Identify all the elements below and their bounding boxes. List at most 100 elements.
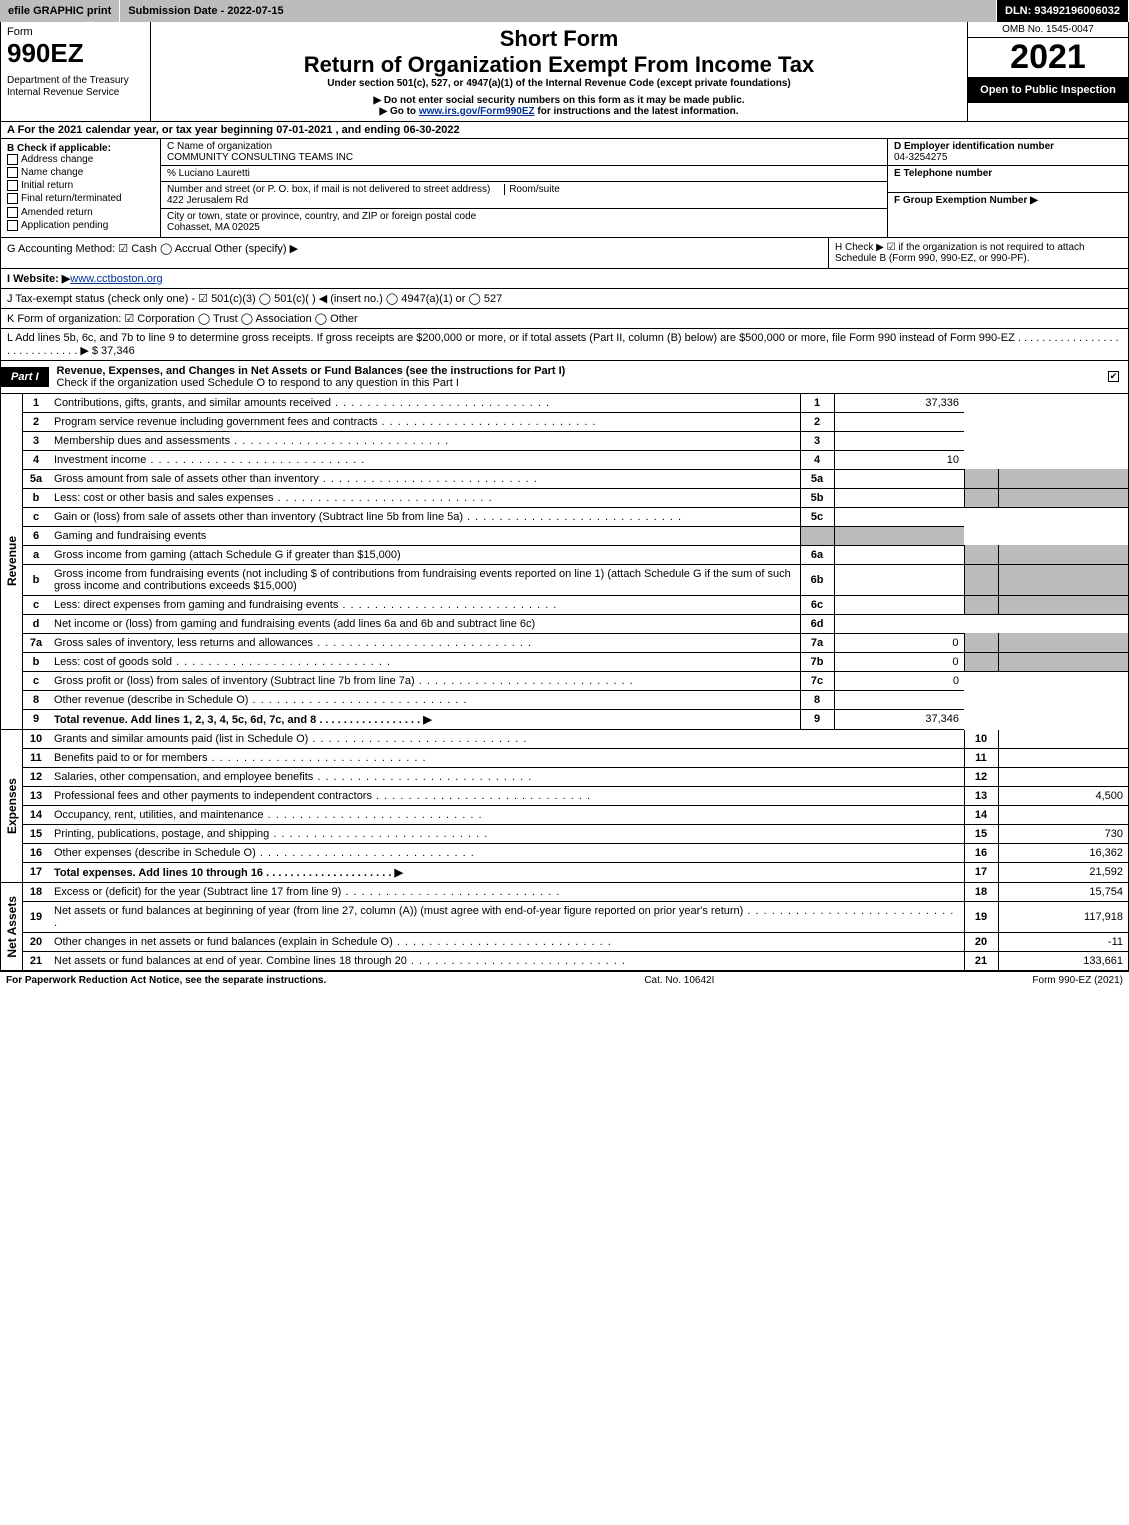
num-15: 15	[964, 824, 998, 843]
ln-6c: c	[23, 595, 49, 614]
form-title-block: Short Form Return of Organization Exempt…	[151, 22, 968, 121]
num-2: 2	[800, 412, 834, 431]
revenue-tab: Revenue	[1, 394, 23, 730]
val-13: 4,500	[998, 786, 1128, 805]
mini-6c: 6c	[800, 595, 834, 614]
form-label: Form	[7, 26, 144, 38]
form-header: Form 990EZ Department of the Treasury In…	[0, 22, 1129, 122]
chk-application-pending[interactable]: Application pending	[7, 220, 154, 231]
desc-4: Investment income	[49, 450, 800, 469]
ln-8: 8	[23, 690, 49, 709]
page-footer: For Paperwork Reduction Act Notice, see …	[0, 971, 1129, 989]
num-20: 20	[964, 932, 998, 951]
C-name: C Name of organization COMMUNITY CONSULT…	[161, 139, 887, 166]
ln-3: 3	[23, 431, 49, 450]
row-GH: G Accounting Method: ☑ Cash ◯ Accrual Ot…	[0, 238, 1129, 269]
title-main: Return of Organization Exempt From Incom…	[155, 52, 963, 78]
expenses-section: Expenses 10Grants and similar amounts pa…	[0, 730, 1129, 883]
val-16: 16,362	[998, 843, 1128, 862]
mval-5a	[834, 469, 964, 488]
desc-14: Occupancy, rent, utilities, and maintena…	[49, 805, 964, 824]
dln: DLN: 93492196006032	[997, 0, 1129, 22]
footer-form: Form 990-EZ (2021)	[1032, 975, 1123, 986]
row-K-orgform: K Form of organization: ☑ Corporation ◯ …	[0, 309, 1129, 329]
subtitle: Under section 501(c), 527, or 4947(a)(1)…	[155, 78, 963, 89]
ln-17: 17	[23, 862, 49, 882]
open-public-box: Open to Public Inspection	[968, 78, 1128, 103]
col-C-org: C Name of organization COMMUNITY CONSULT…	[161, 139, 888, 237]
E-phone: E Telephone number	[888, 166, 1128, 193]
ln-7a: 7a	[23, 633, 49, 652]
part1-checkbox[interactable]	[1102, 371, 1128, 383]
col-DEF: D Employer identification number 04-3254…	[888, 139, 1128, 237]
val-9: 37,346	[834, 709, 964, 729]
col-B-checkboxes: B Check if applicable: Address change Na…	[1, 139, 161, 237]
desc-21: Net assets or fund balances at end of ye…	[49, 951, 964, 970]
desc-9: Total revenue. Add lines 1, 2, 3, 4, 5c,…	[49, 709, 800, 729]
note2-post: for instructions and the latest informat…	[535, 106, 739, 117]
num-8: 8	[800, 690, 834, 709]
val-18: 15,754	[998, 883, 1128, 902]
val-17: 21,592	[998, 862, 1128, 882]
ln-18: 18	[23, 883, 49, 902]
ln-9: 9	[23, 709, 49, 729]
desc-13: Professional fees and other payments to …	[49, 786, 964, 805]
val-15: 730	[998, 824, 1128, 843]
num-18: 18	[964, 883, 998, 902]
chk-final-return[interactable]: Final return/terminated	[7, 193, 154, 204]
ln-2: 2	[23, 412, 49, 431]
val-21: 133,661	[998, 951, 1128, 970]
note2-pre: ▶ Go to	[379, 106, 418, 117]
footer-cat: Cat. No. 10642I	[326, 975, 1032, 986]
desc-8: Other revenue (describe in Schedule O)	[49, 690, 800, 709]
ln-1: 1	[23, 394, 49, 413]
num-19: 19	[964, 901, 998, 932]
dept-label: Department of the Treasury Internal Reve…	[7, 75, 144, 99]
desc-2: Program service revenue including govern…	[49, 412, 800, 431]
identity-grid: B Check if applicable: Address change Na…	[0, 139, 1129, 238]
desc-19: Net assets or fund balances at beginning…	[49, 901, 964, 932]
mini-7b: 7b	[800, 652, 834, 671]
part1-tag: Part I	[1, 367, 49, 387]
ln-12: 12	[23, 767, 49, 786]
num-4: 4	[800, 450, 834, 469]
desc-6b: Gross income from fundraising events (no…	[49, 564, 800, 595]
ln-4: 4	[23, 450, 49, 469]
row-J-status: J Tax-exempt status (check only one) - ☑…	[0, 289, 1129, 309]
ln-5a: 5a	[23, 469, 49, 488]
top-bar: efile GRAPHIC print Submission Date - 20…	[0, 0, 1129, 22]
ln-20: 20	[23, 932, 49, 951]
val-19: 117,918	[998, 901, 1128, 932]
title-short: Short Form	[155, 26, 963, 52]
num-12: 12	[964, 767, 998, 786]
submission-date: Submission Date - 2022-07-15	[120, 0, 997, 22]
val-8	[834, 690, 964, 709]
website-link[interactable]: www.cctboston.org	[70, 273, 162, 285]
chk-name-change[interactable]: Name change	[7, 167, 154, 178]
ln-6: 6	[23, 526, 49, 545]
netassets-tab: Net Assets	[1, 883, 23, 971]
num-3: 3	[800, 431, 834, 450]
ln-6d: d	[23, 614, 49, 633]
efile-print-button[interactable]: efile GRAPHIC print	[0, 0, 120, 22]
chk-amended-return[interactable]: Amended return	[7, 207, 154, 218]
desc-7a: Gross sales of inventory, less returns a…	[49, 633, 800, 652]
desc-1: Contributions, gifts, grants, and simila…	[49, 394, 800, 413]
mini-6a: 6a	[800, 545, 834, 564]
mini-6b: 6b	[800, 564, 834, 595]
desc-3: Membership dues and assessments	[49, 431, 800, 450]
val-6d	[834, 614, 964, 633]
ln-16: 16	[23, 843, 49, 862]
val-1: 37,336	[834, 394, 964, 413]
row-I-website: I Website: ▶www.cctboston.org	[0, 269, 1129, 289]
chk-initial-return[interactable]: Initial return	[7, 180, 154, 191]
expenses-tab: Expenses	[1, 730, 23, 883]
desc-6a: Gross income from gaming (attach Schedul…	[49, 545, 800, 564]
form-number: 990EZ	[7, 38, 144, 69]
instructions-link[interactable]: www.irs.gov/Form990EZ	[419, 106, 535, 117]
mval-7b: 0	[834, 652, 964, 671]
num-7c: 7c	[800, 671, 834, 690]
val-3	[834, 431, 964, 450]
chk-address-change[interactable]: Address change	[7, 154, 154, 165]
revenue-section: Revenue 1Contributions, gifts, grants, a…	[0, 394, 1129, 730]
